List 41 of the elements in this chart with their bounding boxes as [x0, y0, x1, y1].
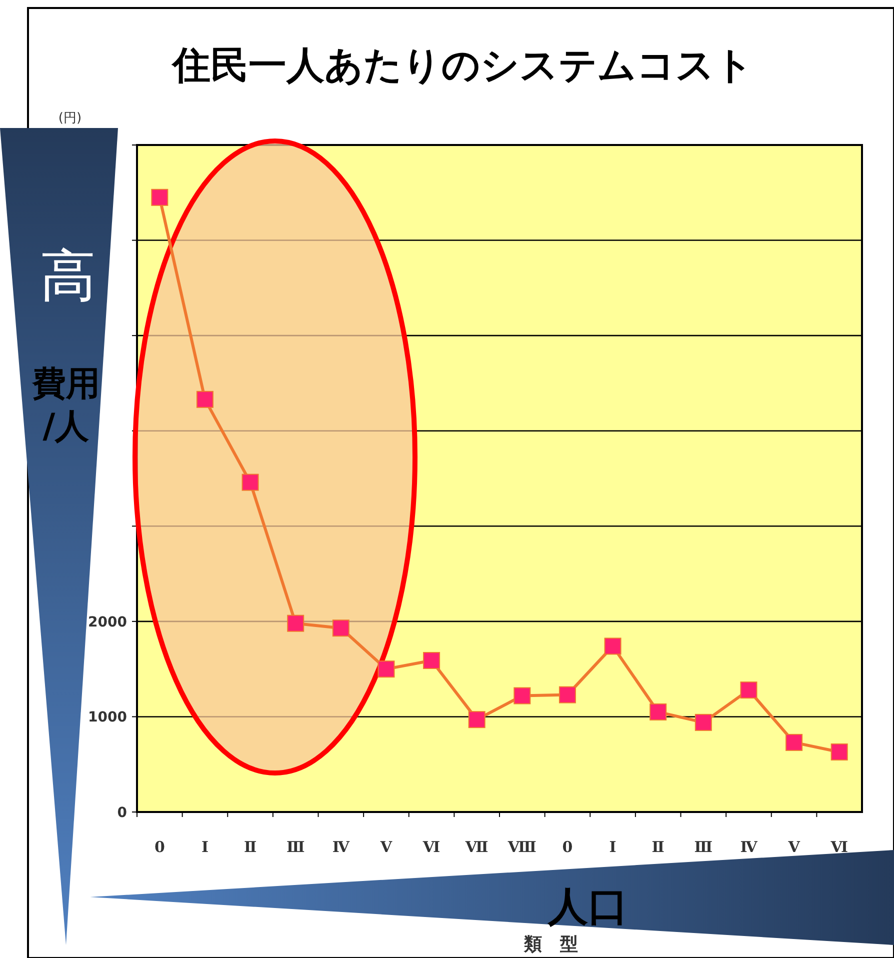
point — [830, 743, 848, 760]
x-axis-title: 類 型 — [523, 934, 578, 955]
point — [514, 687, 531, 704]
point — [423, 652, 440, 669]
x-tick-label: Ⅵ — [830, 838, 848, 856]
y-tick-label: 2000 — [88, 614, 128, 630]
text: 費用/人 — [31, 364, 100, 446]
text: 人口 — [547, 884, 628, 930]
x-tick-label: Ⅲ — [286, 838, 305, 856]
x-tick-label: 0 — [562, 838, 573, 856]
y-tick-label: 0 — [117, 805, 128, 821]
x-tick-label: 0 — [154, 838, 165, 856]
point — [468, 711, 486, 728]
point — [196, 390, 214, 408]
text: 高 — [40, 244, 96, 309]
point — [558, 686, 576, 704]
x-tick-label: Ⅴ — [787, 838, 800, 856]
point — [740, 682, 758, 699]
point — [786, 734, 803, 751]
point — [650, 703, 667, 720]
point — [378, 660, 395, 678]
point — [287, 614, 304, 632]
x-tick-label: Ⅱ — [652, 838, 664, 856]
x-tick-label: Ⅳ — [740, 838, 758, 856]
point — [332, 620, 350, 637]
x-tick-label: Ⅰ — [609, 838, 616, 856]
chart-title: 住民一人あたりのシステムコスト — [170, 43, 754, 87]
y-tick-label: 1000 — [88, 710, 128, 726]
x-tick-label: Ⅰ — [201, 838, 208, 856]
y-axis-title: (円) — [58, 111, 82, 126]
point — [151, 188, 168, 206]
point — [604, 638, 622, 655]
x-tick-label: Ⅳ — [332, 838, 350, 856]
x-tick-label: Ⅴ — [379, 838, 392, 856]
x-tick-label: Ⅶ — [464, 838, 488, 856]
x-tick-label: Ⅱ — [244, 838, 257, 856]
x-tick-label: Ⅲ — [694, 838, 713, 856]
x-tick-label: Ⅷ — [506, 838, 536, 856]
x-tick-label: Ⅵ — [422, 838, 440, 856]
point — [242, 474, 259, 491]
point — [694, 714, 712, 731]
